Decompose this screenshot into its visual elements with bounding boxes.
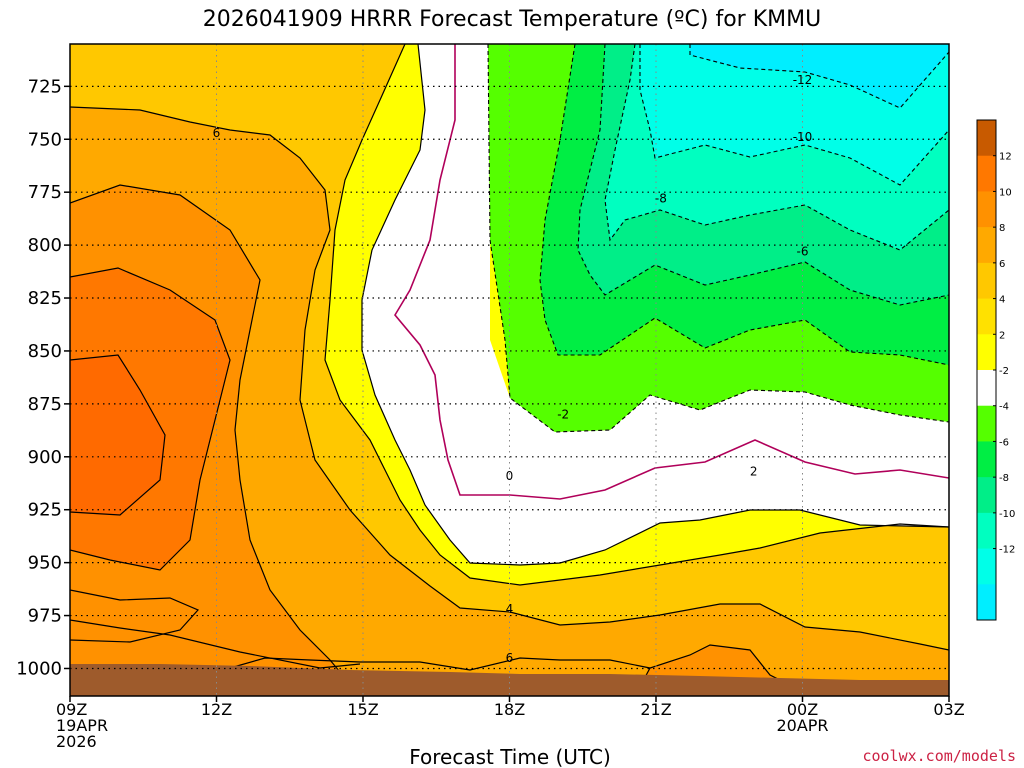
y-tick-label: 800 xyxy=(28,235,62,256)
x-tick-label: 15Z xyxy=(347,700,378,719)
contour-label: 2 xyxy=(750,465,758,479)
y-tick-label: 1000 xyxy=(16,658,62,679)
contour-minus-12 xyxy=(689,44,949,109)
contour-2 xyxy=(361,44,949,566)
colorbar-label: -2 xyxy=(999,366,1009,377)
colorbar-label: -10 xyxy=(999,509,1015,520)
y-tick-label: 750 xyxy=(28,129,62,150)
contour-lines xyxy=(70,44,949,696)
x-tick-label: 21Z xyxy=(640,700,671,719)
contour-label: 0 xyxy=(506,469,514,483)
y-tick-label: 875 xyxy=(28,394,62,415)
contour-label: 6 xyxy=(506,651,514,665)
contour-0 xyxy=(394,44,949,500)
contour-label: -2 xyxy=(557,407,569,421)
y-tick-label: 825 xyxy=(28,288,62,309)
contour-4-lower xyxy=(70,619,361,669)
contour-minus-8 xyxy=(604,44,949,251)
credit-link[interactable]: coolwx.com/models xyxy=(862,747,1016,765)
colorbar-swatch xyxy=(977,155,996,192)
contour-10 xyxy=(70,267,231,571)
x-tick-label: 12Z xyxy=(201,700,232,719)
contour-label: -8 xyxy=(655,192,667,206)
x-tick-label: 18Z xyxy=(494,700,525,719)
y-axis: 725 750 775 800 825 850 875 900 925 950 975 1000 xyxy=(16,76,70,679)
contour-label: -12 xyxy=(793,73,813,87)
x-tick-label: 00Z xyxy=(787,700,818,719)
contour-12 xyxy=(70,354,166,516)
x-tick-label: 20APR xyxy=(776,716,828,735)
colorbar-label: 4 xyxy=(999,295,1005,306)
contour-6-bottom xyxy=(229,657,651,671)
contour-labels: 6 -12 -10 -8 -6 -2 0 2 4 6 xyxy=(213,73,813,665)
grid xyxy=(70,44,949,696)
colorbar-label: 10 xyxy=(999,187,1012,198)
y-tick-label: 850 xyxy=(28,341,62,362)
y-tick-label: 975 xyxy=(28,606,62,627)
contour-4 xyxy=(324,44,949,586)
contour-minus-2 xyxy=(487,44,949,433)
y-tick-label: 725 xyxy=(28,76,62,97)
colorbar-label: 12 xyxy=(999,152,1012,163)
plot-frame xyxy=(69,43,950,697)
colorbar-label: -4 xyxy=(999,402,1009,413)
colorbar-swatch xyxy=(977,298,996,335)
colorbar-label: -6 xyxy=(999,437,1009,448)
colorbar-swatch xyxy=(977,441,996,478)
colorbar-label: -12 xyxy=(999,545,1015,556)
contour-minus-6 xyxy=(577,44,949,306)
y-tick-label: 925 xyxy=(28,500,62,521)
field-band-above-12 xyxy=(70,355,165,515)
y-tick-label: 950 xyxy=(28,553,62,574)
contour-minus-4 xyxy=(539,44,949,366)
colorbar-swatch xyxy=(977,477,996,514)
colorbar-label: 6 xyxy=(999,259,1005,270)
contour-8 xyxy=(70,184,361,696)
field-band-6-to-8 xyxy=(70,44,949,696)
colorbar-label: 8 xyxy=(999,223,1005,234)
contour-label: 6 xyxy=(213,126,221,140)
contour-label: 4 xyxy=(506,602,514,616)
colorbar-swatch xyxy=(977,548,996,585)
colorbar-swatch xyxy=(977,262,996,300)
colorbar-swatch xyxy=(977,120,996,157)
colorbar-swatch xyxy=(977,405,996,442)
negative-contours xyxy=(487,44,949,433)
colorbar-label: 2 xyxy=(999,330,1005,341)
x-tick-label: 2026 xyxy=(56,732,97,751)
y-tick-label: 775 xyxy=(28,182,62,203)
contour-label: -10 xyxy=(793,130,813,144)
contour-label: -6 xyxy=(797,244,809,258)
colorbar-swatch xyxy=(977,191,996,228)
chart-title: 2026041909 HRRR Forecast Temperature (ºC… xyxy=(203,7,821,32)
x-axis-label: Forecast Time (UTC) xyxy=(409,745,611,768)
x-tick-label: 19APR xyxy=(56,716,108,735)
colorbar-swatch xyxy=(977,512,996,550)
colorbar-label: -8 xyxy=(999,473,1009,484)
colorbar-swatch xyxy=(977,334,996,371)
contour-8-low xyxy=(70,589,200,643)
colorbar-swatch xyxy=(977,227,996,264)
x-tick-label: 09Z xyxy=(56,700,87,719)
x-tick-label: 03Z xyxy=(933,700,964,719)
y-tick-label: 900 xyxy=(28,447,62,468)
colorbar-swatch xyxy=(977,370,996,407)
colorbar: 12 10 8 6 4 2 -2 -4 -6 -8 -10 -12 xyxy=(976,119,1015,621)
ground xyxy=(70,664,949,696)
contour-minus-10 xyxy=(639,44,949,186)
colorbar-swatch xyxy=(977,584,996,621)
